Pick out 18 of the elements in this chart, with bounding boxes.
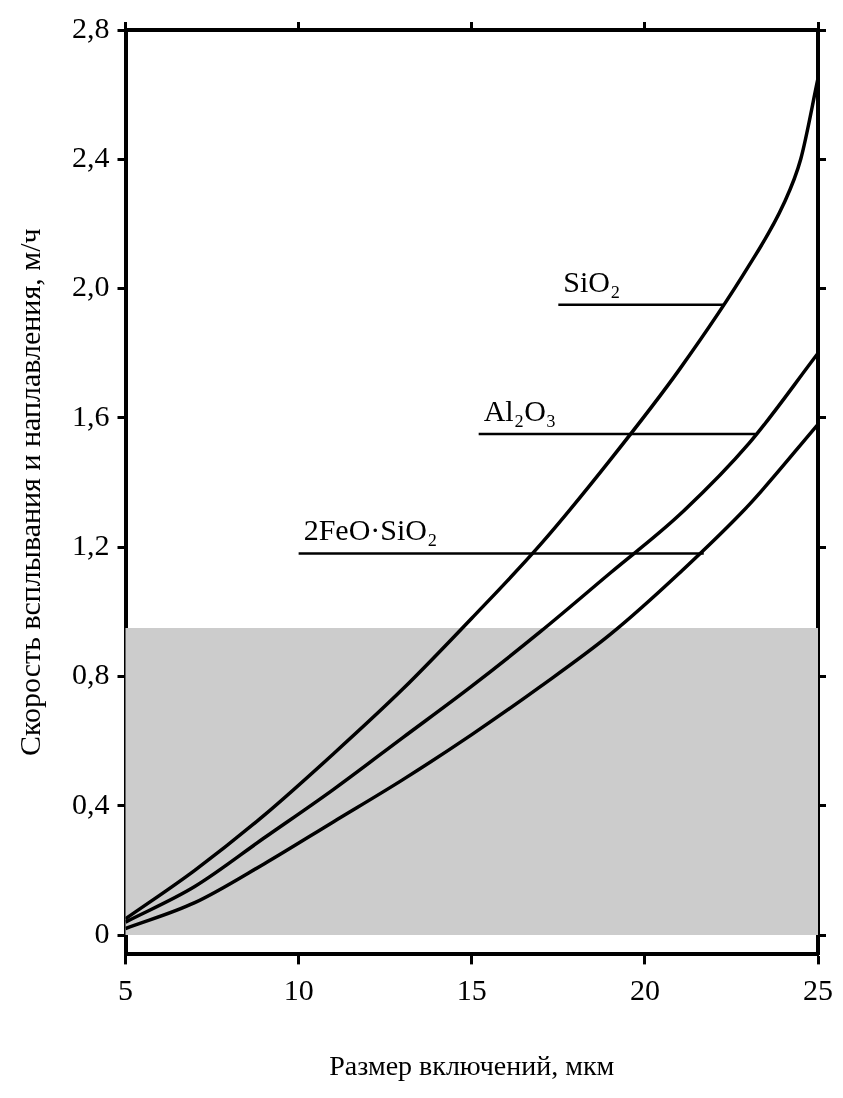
annotation: 2FeO·SiO₂ — [303, 513, 438, 547]
annotation: SiO₂ — [563, 264, 621, 298]
y-tick-label: 0,4 — [72, 786, 110, 820]
y-tick-label: 0 — [94, 915, 110, 949]
x-tick-label: 15 — [456, 973, 487, 1007]
y-tick-label: 0,8 — [72, 657, 110, 691]
y-axis-title: Скорость всплывания и наплавления, м/ч — [12, 228, 46, 757]
y-tick-label: 1,2 — [72, 528, 110, 562]
annotation: Al₂O₃ — [483, 393, 557, 427]
y-tick-label: 1,6 — [72, 398, 110, 432]
y-tick-label: 2,0 — [72, 269, 110, 303]
x-tick-label: 10 — [283, 973, 314, 1007]
y-tick-label: 2,4 — [72, 140, 110, 174]
x-tick-label: 25 — [803, 973, 833, 1007]
x-axis-title: Размер включений, мкм — [329, 1049, 615, 1081]
y-tick-label: 2,8 — [72, 10, 110, 44]
x-tick-label: 20 — [629, 973, 660, 1007]
x-tick-label: 5 — [118, 973, 133, 1007]
